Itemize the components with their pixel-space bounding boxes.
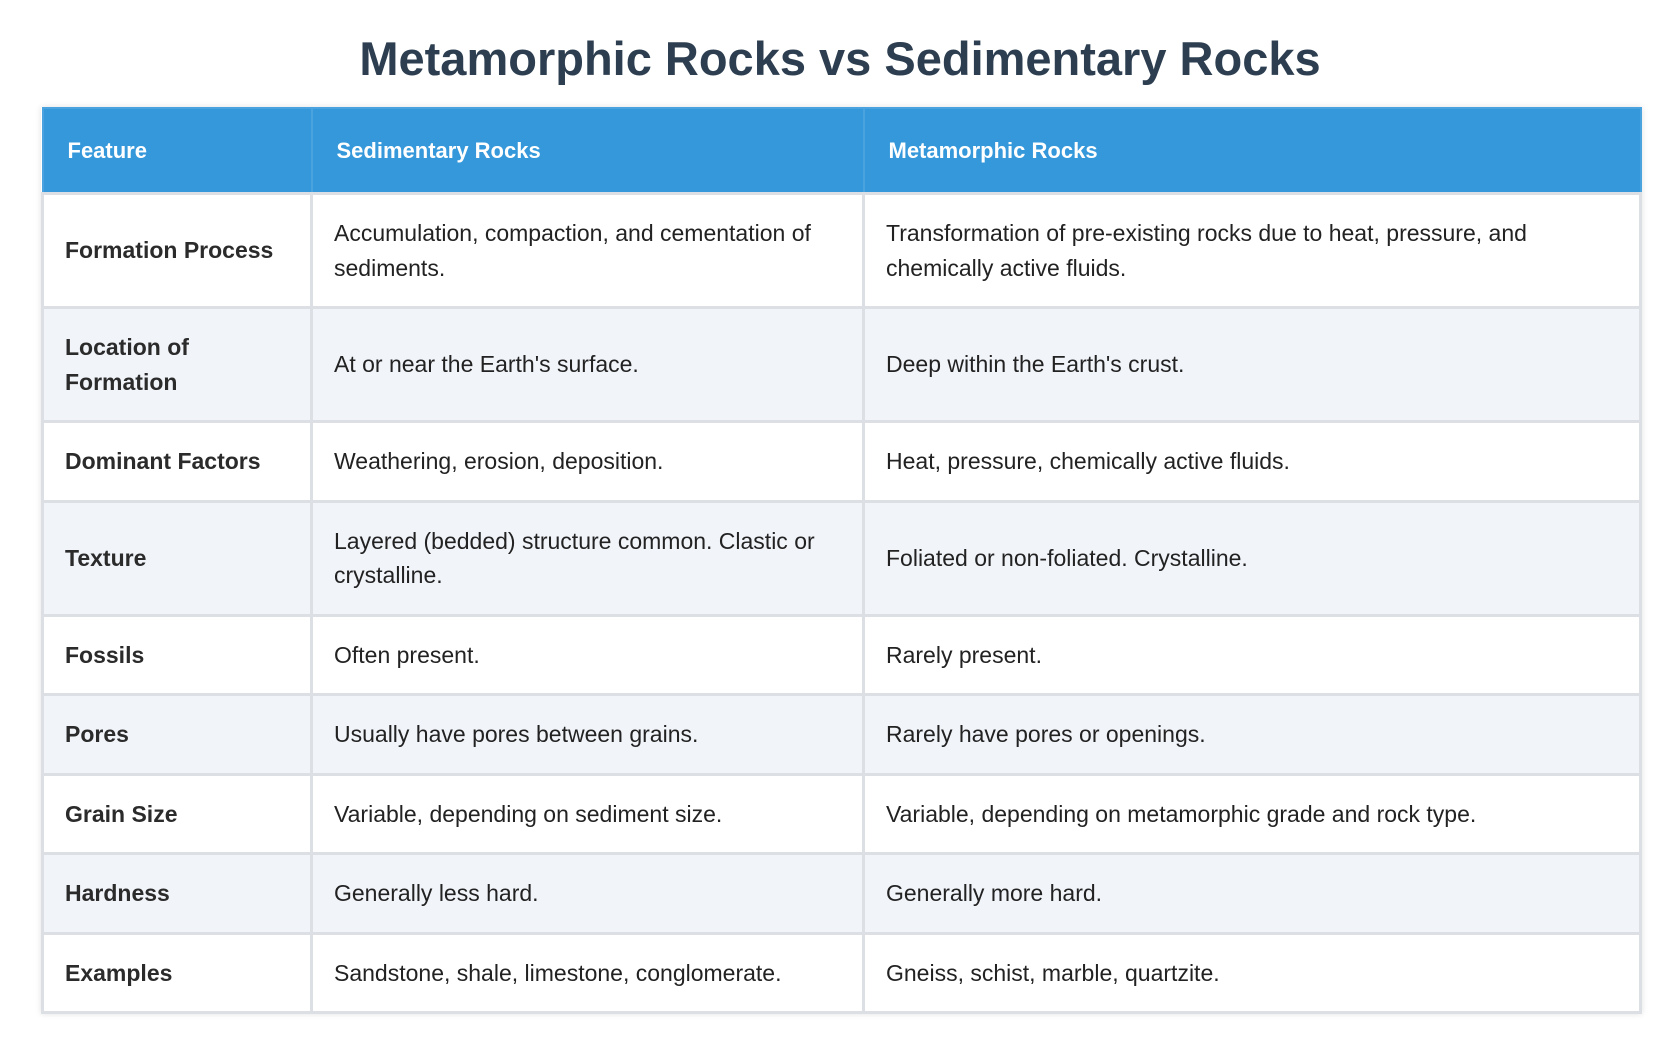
column-header: Metamorphic Rocks	[862, 107, 1642, 195]
table-cell: Transformation of pre-existing rocks due…	[862, 192, 1642, 309]
title: Metamorphic Rocks vs Sedimentary Rocks	[359, 32, 1321, 85]
feature-cell: Pores	[41, 693, 313, 776]
table-cell: Variable, depending on metamorphic grade…	[862, 772, 1642, 855]
header-row: Feature Sedimentary Rocks Metamorphic Rock…	[41, 107, 1642, 195]
table-row: Pores Usually have pores between grains. R…	[41, 693, 1642, 776]
table-cell: Gneiss, schist, marble, quartzite.	[862, 931, 1642, 1014]
table-cell: Sandstone, shale, limestone, conglomerat…	[310, 931, 865, 1014]
table-row: Hardness Generally less hard. Generally mo…	[41, 852, 1642, 935]
table-cell: Often present.	[310, 613, 865, 696]
feature-cell: Examples	[41, 931, 313, 1014]
table-cell: Usually have pores between grains.	[310, 693, 865, 776]
comparison-table: Feature Sedimentary Rocks Metamorphic Rock…	[41, 107, 1642, 1014]
table-header: Feature Sedimentary Rocks Metamorphic Rock…	[41, 107, 1642, 195]
feature-cell: Hardness	[41, 852, 313, 935]
table-row: Location of Formation At or near the Eart…	[41, 306, 1642, 423]
table-row: Fossils Often present. Rarely present.	[41, 613, 1642, 696]
feature-cell: Texture	[41, 499, 313, 617]
table-cell: Foliated or non-foliated. Crystalline.	[862, 499, 1642, 617]
table-cell: Generally less hard.	[310, 852, 865, 935]
feature-cell: Fossils	[41, 613, 313, 696]
table-body: Formation Process Accumulation, compactio…	[41, 192, 1642, 1014]
table-row: Formation Process Accumulation, compactio…	[41, 192, 1642, 309]
table-cell: Weathering, erosion, deposition.	[310, 420, 865, 503]
feature-cell: Formation Process	[41, 192, 313, 309]
table-cell: Accumulation, compaction, and cementatio…	[310, 192, 865, 309]
table-cell: At or near the Earth's surface.	[310, 306, 865, 423]
table-row: Grain Size Variable, depending on sedimen…	[41, 772, 1642, 855]
feature-cell: Location of Formation	[41, 306, 313, 423]
table-cell: Deep within the Earth's crust.	[862, 306, 1642, 423]
table-cell: Heat, pressure, chemically active fluids…	[862, 420, 1642, 503]
feature-cell: Grain Size	[41, 772, 313, 855]
table-cell: Rarely have pores or openings.	[862, 693, 1642, 776]
table-cell: Generally more hard.	[862, 852, 1642, 935]
table-cell: Layered (bedded) structure common. Clast…	[310, 499, 865, 617]
table-cell: Rarely present.	[862, 613, 1642, 696]
table-row: Dominant Factors Weathering, erosion, dep…	[41, 420, 1642, 503]
table-row: Texture Layered (bedded) structure common…	[41, 499, 1642, 617]
column-header: Sedimentary Rocks	[310, 107, 865, 195]
table-cell: Variable, depending on sediment size.	[310, 772, 865, 855]
table-row: Examples Sandstone, shale, limestone, con…	[41, 931, 1642, 1014]
column-header: Feature	[41, 107, 313, 195]
feature-cell: Dominant Factors	[41, 420, 313, 503]
